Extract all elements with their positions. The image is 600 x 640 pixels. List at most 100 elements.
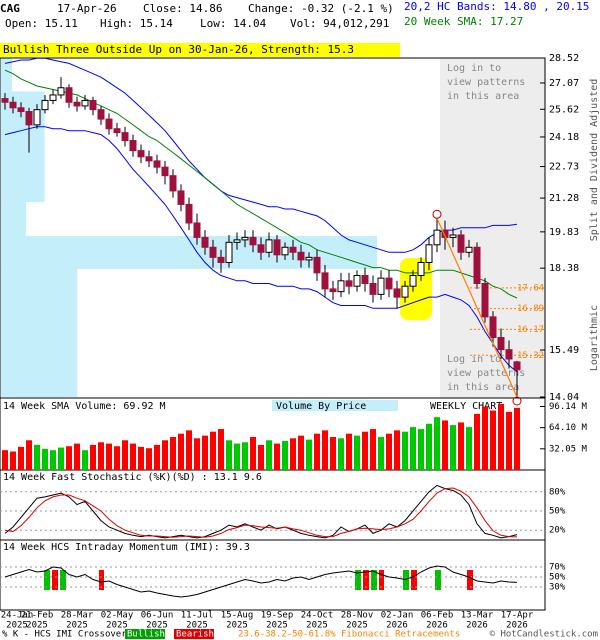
volume-title: 14 Week SMA Volume: 69.92 M — [3, 401, 166, 412]
close: Close: 14.86 — [143, 2, 222, 15]
volume-by-price-bar — [1, 235, 378, 269]
volume-bar — [234, 443, 240, 470]
candle-body — [65, 87, 73, 103]
x-tick-label: 13-Mar — [461, 611, 494, 621]
candle-body — [161, 166, 169, 177]
candle-body — [97, 109, 105, 120]
y-tick-label: 50% — [549, 507, 566, 517]
bullish-crossover — [403, 570, 409, 590]
volume-bar — [258, 444, 264, 470]
x-tick-label: 24-Oct — [301, 611, 334, 621]
x-tick-year: 2025 — [346, 621, 368, 631]
volume-bar — [354, 435, 360, 470]
volume-bar — [386, 433, 392, 470]
bullish-crossover — [60, 570, 66, 590]
footer-bearish: Bearish — [176, 630, 214, 640]
y-tick-label: 50% — [549, 573, 566, 583]
candle-body — [345, 280, 353, 287]
candle-body — [313, 256, 321, 274]
volume-bar — [298, 435, 304, 470]
login-note: view patterns — [447, 368, 525, 379]
volume-bar — [442, 420, 448, 470]
imi-panel — [0, 539, 546, 611]
volume: Vol: 94,012,291 — [290, 17, 389, 30]
volume-bar — [18, 446, 24, 470]
y-tick-label: 20% — [549, 526, 566, 536]
title-bg — [428, 400, 504, 411]
login-area — [440, 58, 545, 398]
volume-bar — [186, 430, 192, 470]
volume-bar — [418, 429, 424, 470]
sma-legend: 20 Week SMA: 17.27 — [404, 15, 523, 28]
volume-bar — [242, 442, 248, 470]
volume-bar — [330, 436, 336, 470]
candle-body — [513, 361, 521, 371]
candle-body — [385, 277, 393, 290]
volume-bar — [98, 442, 104, 470]
volume-bar — [322, 430, 328, 470]
candle-body — [457, 234, 465, 253]
volume-bar — [42, 448, 48, 470]
candle-body — [121, 132, 129, 142]
candle-body — [241, 236, 249, 241]
fibonacci-label: 16.89 — [517, 304, 544, 314]
y-tick-label: 27.07 — [549, 78, 579, 89]
candle-body — [289, 246, 297, 253]
bearish-crossover — [363, 570, 369, 590]
candle-body — [225, 241, 233, 263]
volume-bar — [170, 436, 176, 470]
date: 17-Apr-26 — [57, 2, 117, 15]
y-tick-label: 14.04 — [549, 392, 579, 403]
candle-body — [153, 160, 161, 168]
bearish-crossover — [99, 570, 104, 590]
volume-bar — [338, 438, 344, 470]
x-tick-year: 2025 — [66, 621, 88, 631]
candle-body — [465, 246, 473, 253]
volume-bar — [378, 436, 384, 470]
x-tick-year: 2025 — [6, 621, 28, 631]
y-tick-label: 28.52 — [549, 53, 579, 64]
volume-bar — [178, 433, 184, 470]
candle-body — [409, 274, 417, 287]
candle-body — [369, 282, 377, 295]
x-tick-year: 2026 — [506, 621, 528, 631]
candle-body — [33, 109, 41, 126]
footer-fibonacci: 23.6-38.2-50-61.8% Fibonacci Retracement… — [238, 630, 460, 640]
volume-bar — [394, 430, 400, 470]
bearish-crossover — [467, 570, 473, 590]
x-tick-year: 2025 — [186, 621, 208, 631]
low: Low: 14.04 — [200, 17, 267, 30]
bands-legend: 20,2 HC Bands: 14.80 , 20.15 — [404, 0, 589, 13]
volume-bar — [162, 440, 168, 470]
bearish-crossover — [379, 570, 384, 590]
title-bg — [2, 471, 264, 482]
high: High: 15.14 — [100, 17, 173, 30]
candle-body — [393, 288, 401, 298]
x-tick-label: 02-Jan — [381, 611, 414, 621]
volume-bar — [250, 436, 256, 470]
volume-bar — [402, 431, 408, 470]
volume-bar — [10, 451, 16, 470]
volume-bar — [218, 429, 224, 470]
candle-body — [481, 282, 489, 318]
candle-body — [137, 150, 145, 158]
x-tick-label: 21-Feb — [21, 611, 54, 621]
volume-bar — [458, 422, 464, 470]
trend-line — [436, 218, 518, 398]
x-tick-label: 28-Mar — [61, 611, 94, 621]
upper-band — [4, 57, 518, 253]
candle-body — [449, 234, 457, 238]
x-tick-year: 2025 — [146, 621, 168, 631]
candle-body — [1, 98, 9, 103]
candle-body — [185, 203, 193, 224]
candle-body — [337, 280, 345, 293]
x-tick-label: 19-Sep — [261, 611, 294, 621]
indicator-line — [4, 484, 518, 539]
volume-bar — [274, 443, 280, 470]
volume-bar — [498, 403, 504, 470]
peak-marker — [432, 209, 442, 219]
bullish-crossover — [435, 570, 441, 590]
volume-bar — [426, 423, 432, 470]
volume-bar — [194, 438, 200, 470]
volume-by-price-bar — [1, 58, 12, 92]
